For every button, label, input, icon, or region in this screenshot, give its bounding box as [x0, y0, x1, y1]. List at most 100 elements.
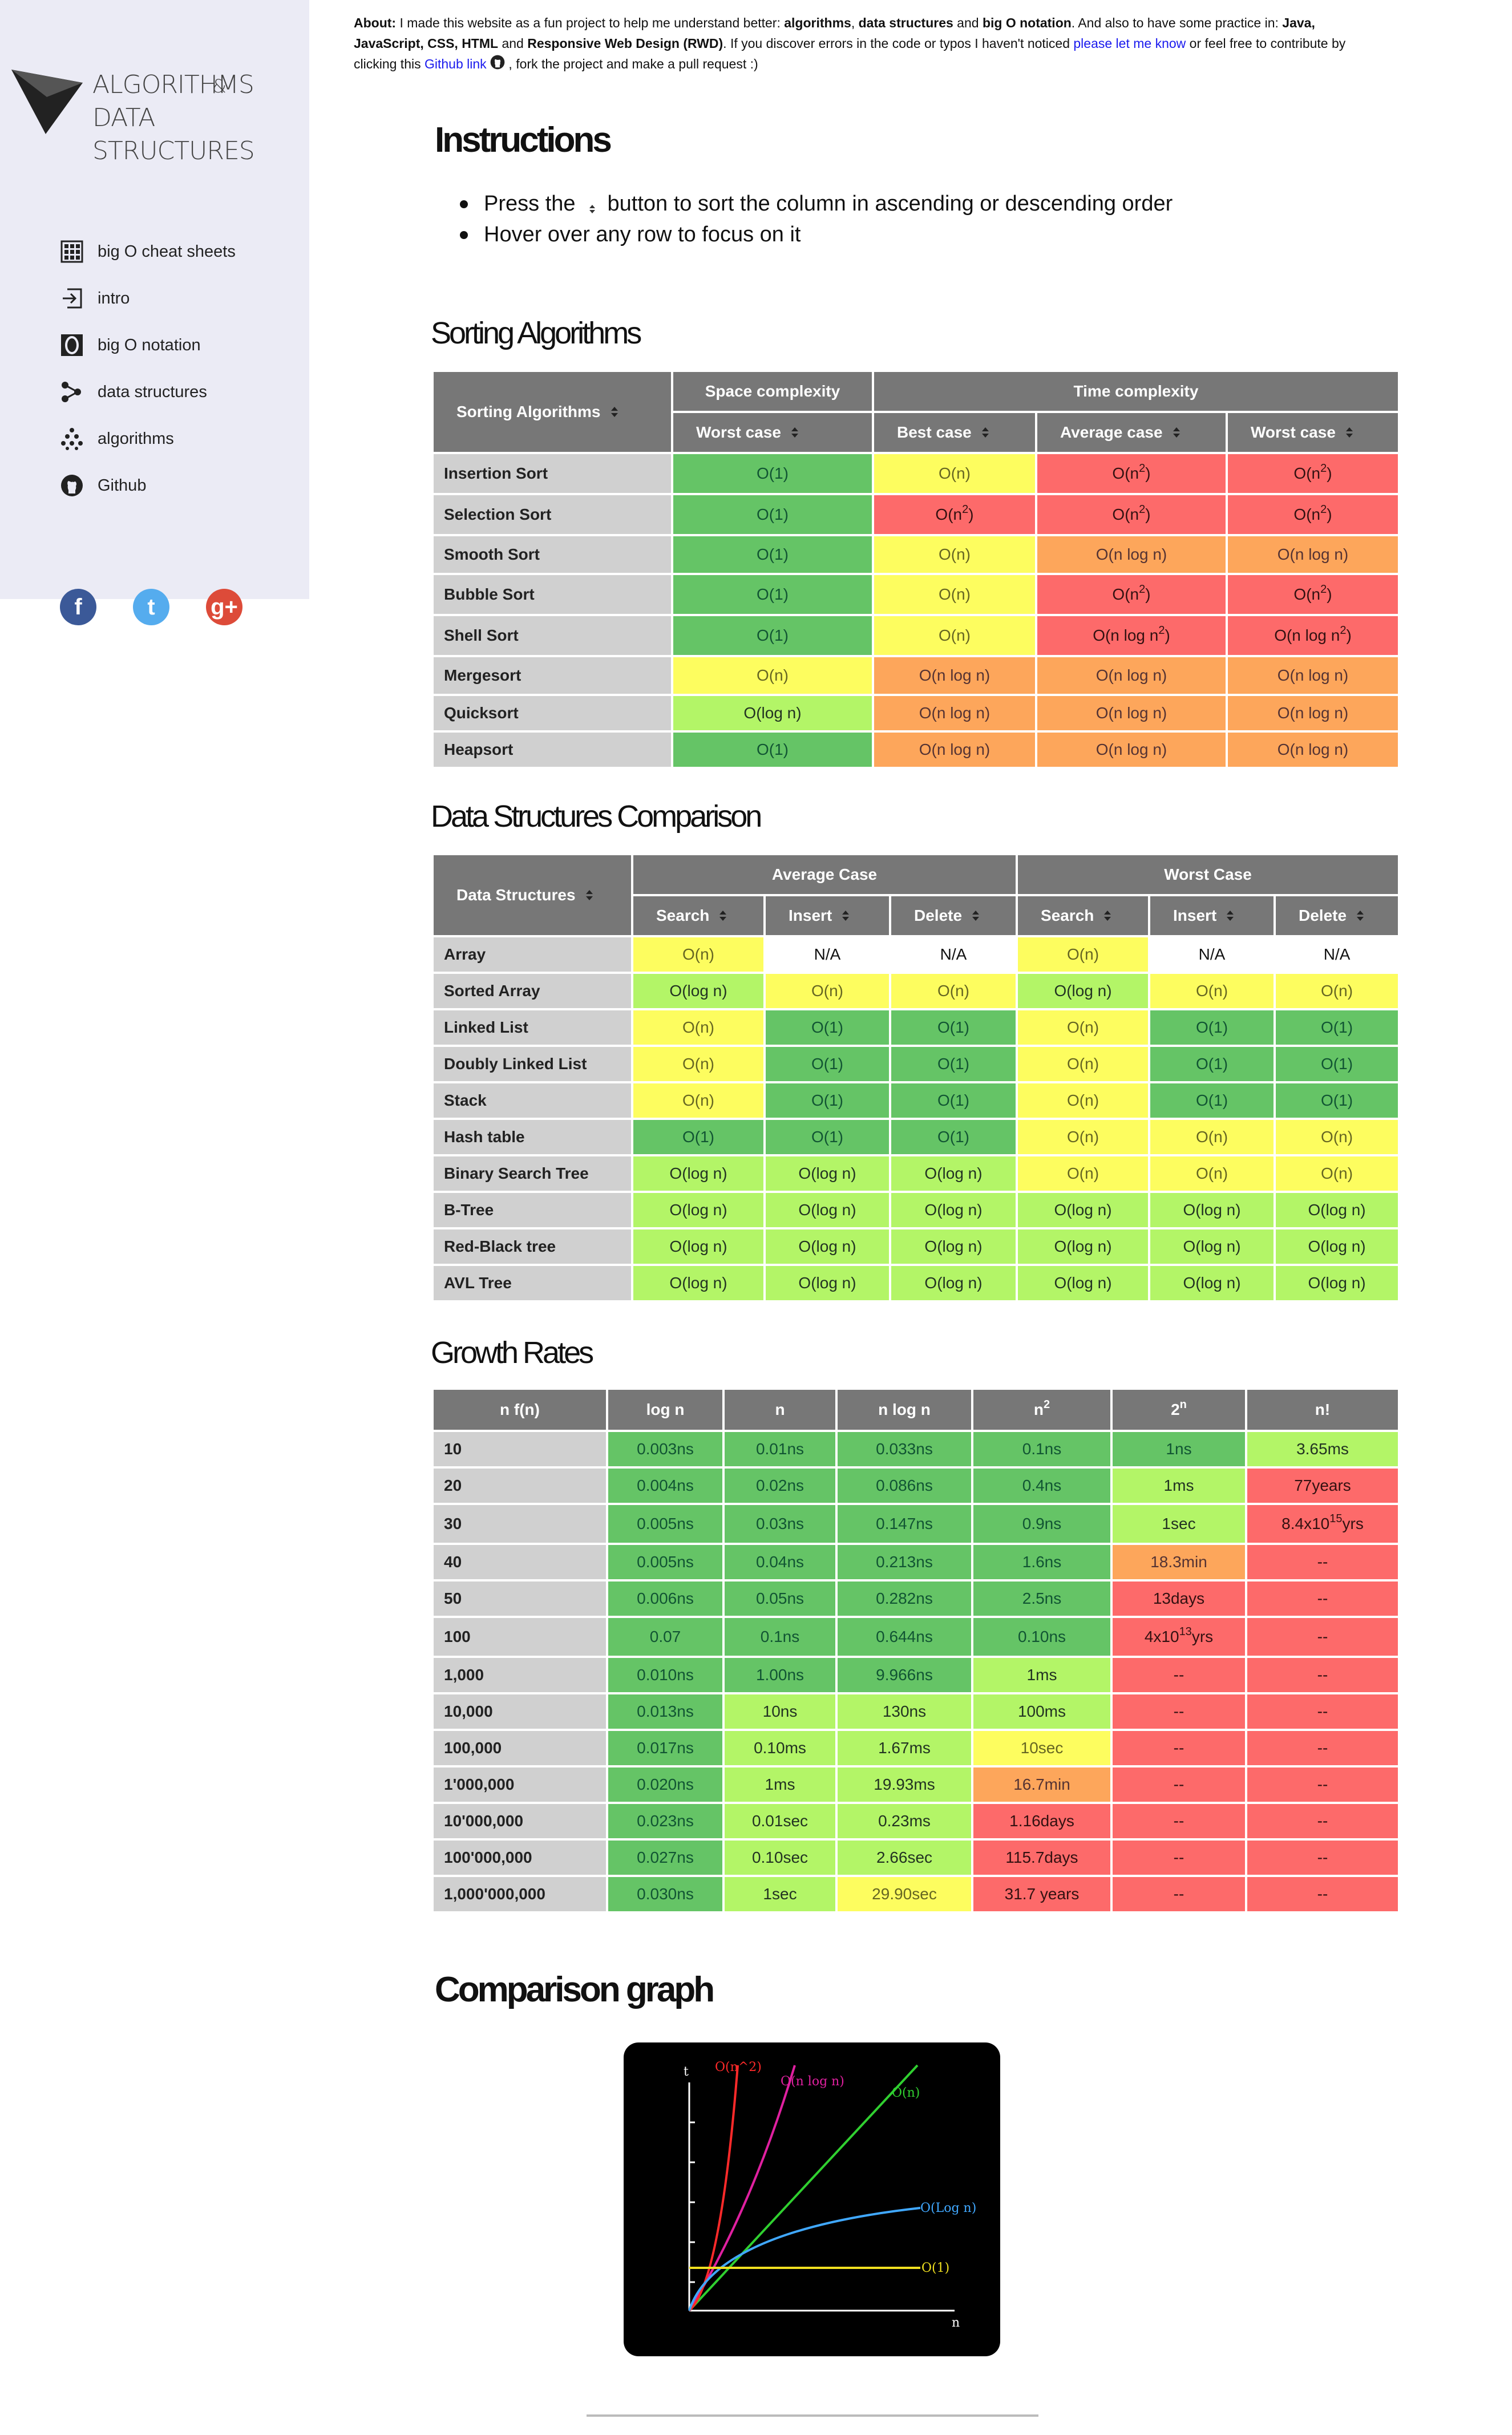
table-row[interactable]: Bubble Sort O(1) O(n) O(n2) O(n2): [431, 573, 1400, 616]
nav-item-github[interactable]: Github: [60, 462, 236, 509]
row-label: Heapsort: [431, 730, 673, 769]
table-row[interactable]: 1,000'000,000 0.030ns 1sec 29.90sec 31.7 yea…: [431, 1875, 1400, 1914]
column-header[interactable]: n2: [971, 1388, 1113, 1432]
table-cell: O(n2): [1226, 452, 1400, 495]
sort-arrows-icon: [791, 427, 798, 439]
table-row[interactable]: Shell Sort O(1) O(n) O(n log n2) O(n log n2): [431, 614, 1400, 657]
column-header[interactable]: n f(n): [431, 1388, 608, 1432]
table-cell: O(log n): [1274, 1191, 1401, 1229]
table-cell: 0.1ns: [971, 1430, 1113, 1469]
table-row[interactable]: Mergesort O(n) O(n log n) O(n log n) O(n log…: [431, 655, 1400, 696]
table-row[interactable]: 1,000 0.010ns 1.00ns 9.966ns 1ms -- --: [431, 1656, 1400, 1694]
table-row[interactable]: Stack O(n) O(1) O(1) O(n) O(1) O(1): [431, 1081, 1401, 1120]
nav-item-big-o[interactable]: big O notation: [60, 322, 236, 369]
table-row[interactable]: 100,000 0.017ns 0.10ms 1.67ms 10sec -- --: [431, 1729, 1400, 1767]
table-row[interactable]: 20 0.004ns 0.02ns 0.086ns 0.4ns 1ms 77years: [431, 1466, 1400, 1505]
column-header[interactable]: Average case: [1035, 411, 1228, 454]
nav-item-intro[interactable]: intro: [60, 275, 236, 322]
table-cell: O(1): [763, 1118, 891, 1156]
table-row[interactable]: Linked List O(n) O(1) O(1) O(n) O(1) O(1): [431, 1008, 1401, 1047]
nav-label: Github: [98, 476, 147, 495]
sort-header-name[interactable]: Sorting Algorithms: [431, 370, 673, 454]
nav-item-data-structures[interactable]: data structures: [60, 369, 236, 415]
table-row[interactable]: Doubly Linked List O(n) O(1) O(1) O(n) O(1) O(…: [431, 1045, 1401, 1083]
table-cell: O(n log n2): [1226, 614, 1400, 657]
facebook-icon[interactable]: f: [60, 589, 96, 625]
table-row[interactable]: 100 0.07 0.1ns 0.644ns 0.10ns 4x1013yrs --: [431, 1616, 1400, 1658]
github-small-icon[interactable]: [490, 55, 505, 70]
table-row[interactable]: 10'000,000 0.023ns 0.01sec 0.23ms 1.16days --…: [431, 1802, 1400, 1841]
ds-header-name[interactable]: Data Structures: [431, 853, 633, 937]
label-o-log-n: O(Log n): [920, 2201, 976, 2215]
column-header[interactable]: n!: [1245, 1388, 1400, 1432]
column-header[interactable]: Search: [1016, 894, 1151, 937]
table-cell: O(n2): [1226, 573, 1400, 616]
table-cell: 0.01sec: [722, 1802, 838, 1841]
ds-section-title: Data Structures Comparison: [431, 799, 762, 834]
table-row[interactable]: Quicksort O(log n) O(n log n) O(n log n) O(n…: [431, 694, 1400, 733]
table-row[interactable]: Smooth Sort O(1) O(n) O(n log n) O(n log n): [431, 534, 1400, 575]
table-cell: O(1): [1274, 1045, 1401, 1083]
growth-section-title: Growth Rates: [431, 1336, 594, 1370]
about-bold: Responsive Web Design (RWD): [527, 36, 723, 51]
table-row[interactable]: 10,000 0.013ns 10ns 130ns 100ms -- --: [431, 1692, 1400, 1731]
column-header[interactable]: Best case: [872, 411, 1037, 454]
column-header[interactable]: Search: [631, 894, 766, 937]
table-cell: O(n): [631, 1045, 766, 1083]
column-header[interactable]: Worst case: [671, 411, 874, 454]
github-link[interactable]: Github link: [424, 56, 487, 71]
table-row[interactable]: 100'000,000 0.027ns 0.10sec 2.66sec 115.7day…: [431, 1838, 1400, 1877]
sort-arrows-icon: [972, 911, 980, 922]
table-row[interactable]: Red-Black tree O(log n) O(log n) O(log n) O(…: [431, 1227, 1401, 1266]
column-header[interactable]: n log n: [835, 1388, 973, 1432]
column-header[interactable]: n: [722, 1388, 838, 1432]
table-cell: N/A: [1148, 935, 1276, 974]
table-row[interactable]: Insertion Sort O(1) O(n) O(n2) O(n2): [431, 452, 1400, 495]
column-header[interactable]: 2n: [1110, 1388, 1247, 1432]
column-header[interactable]: Insert: [763, 894, 891, 937]
table-cell: 1.00ns: [722, 1656, 838, 1694]
table-row[interactable]: Selection Sort O(1) O(n2) O(n2) O(n2): [431, 493, 1400, 536]
table-cell: 1sec: [1110, 1503, 1247, 1545]
table-row[interactable]: 10 0.003ns 0.01ns 0.033ns 0.1ns 1ns 3.65ms: [431, 1430, 1400, 1469]
graph-nodes-icon: [60, 380, 84, 404]
table-cell: O(log n): [888, 1191, 1018, 1229]
column-header[interactable]: Delete: [1274, 894, 1401, 937]
row-label: 100,000: [431, 1729, 608, 1767]
table-cell: O(n log n): [1226, 730, 1400, 769]
curve-o-n-log-n: [688, 2065, 796, 2312]
table-row[interactable]: AVL Tree O(log n) O(log n) O(log n) O(log n)…: [431, 1264, 1401, 1303]
table-row[interactable]: 40 0.005ns 0.04ns 0.213ns 1.6ns 18.3min --: [431, 1543, 1400, 1581]
table-row[interactable]: Hash table O(1) O(1) O(1) O(n) O(n) O(n): [431, 1118, 1401, 1156]
table-row[interactable]: Array O(n) N/A N/A O(n) N/A N/A: [431, 935, 1401, 974]
table-row[interactable]: 50 0.006ns 0.05ns 0.282ns 2.5ns 13days --: [431, 1579, 1400, 1618]
column-header[interactable]: log n: [606, 1388, 725, 1432]
table-row[interactable]: 30 0.005ns 0.03ns 0.147ns 0.9ns 1sec 8.4x1015y…: [431, 1503, 1400, 1545]
table-cell: O(log n): [631, 1227, 766, 1266]
column-header-label: Delete: [1299, 907, 1347, 924]
column-header[interactable]: Delete: [888, 894, 1018, 937]
github-icon: [60, 474, 84, 497]
table-cell: 0.04ns: [722, 1543, 838, 1581]
triangle-logo-icon[interactable]: [11, 63, 86, 137]
table-row[interactable]: Sorted Array O(log n) O(n) O(n) O(log n) O(n)…: [431, 972, 1401, 1010]
login-arrow-icon: [60, 286, 84, 310]
table-row[interactable]: Heapsort O(1) O(n log n) O(n log n) O(n log …: [431, 730, 1400, 769]
logo-text[interactable]: ALGORITHMS & DATA STRUCTURES: [92, 68, 309, 168]
google-plus-icon[interactable]: g+: [206, 589, 242, 625]
comparison-graph: t n O(n^2) O(n log n) O(n) O(Log n) O(1): [624, 2042, 1000, 2356]
column-header[interactable]: Worst case: [1226, 411, 1400, 454]
table-row[interactable]: B-Tree O(log n) O(log n) O(log n) O(log n) O(…: [431, 1191, 1401, 1229]
nav-item-cheat-sheets[interactable]: big O cheat sheets: [60, 228, 236, 275]
contact-link[interactable]: please let me know: [1073, 36, 1186, 51]
column-header[interactable]: Insert: [1148, 894, 1276, 937]
table-cell: O(n): [872, 614, 1037, 657]
sort-arrows-icon: [1345, 427, 1353, 439]
table-row[interactable]: 1'000,000 0.020ns 1ms 19.93ms 16.7min -- --: [431, 1765, 1400, 1804]
sort-arrows-icon: [1173, 427, 1180, 439]
table-row[interactable]: Binary Search Tree O(log n) O(log n) O(log …: [431, 1154, 1401, 1193]
nav-item-algorithms[interactable]: algorithms: [60, 415, 236, 462]
table-cell: O(1): [671, 452, 874, 495]
twitter-icon[interactable]: t: [133, 589, 169, 625]
